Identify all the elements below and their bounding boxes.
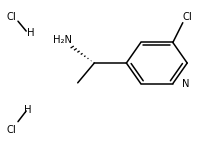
Text: Cl: Cl [7, 125, 17, 135]
Text: H: H [24, 105, 31, 115]
Text: Cl: Cl [183, 12, 193, 22]
Text: Cl: Cl [7, 12, 17, 22]
Text: H: H [27, 28, 34, 38]
Text: H₂N: H₂N [53, 35, 72, 45]
Text: N: N [182, 79, 190, 89]
